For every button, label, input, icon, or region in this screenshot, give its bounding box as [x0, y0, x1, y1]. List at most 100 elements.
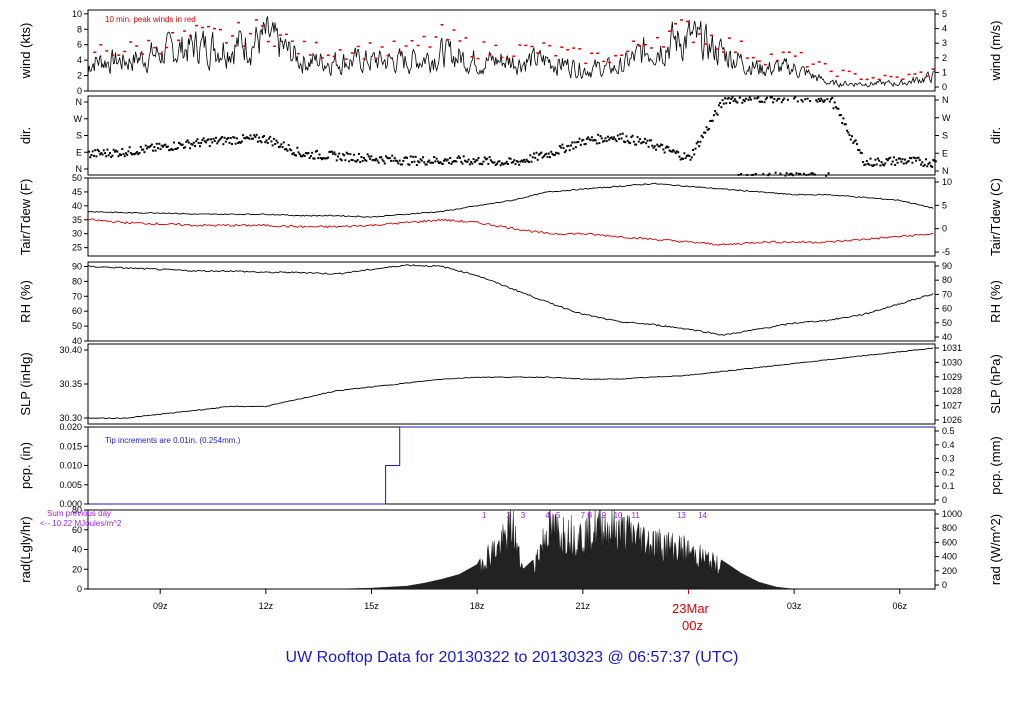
dir-point	[648, 139, 651, 142]
peak-wind-mark	[697, 33, 701, 35]
dir-point	[761, 100, 764, 103]
dir-point	[184, 146, 187, 149]
y-tick-label: 25	[72, 243, 82, 253]
dir-point	[186, 139, 189, 142]
dir-point	[667, 146, 670, 149]
dir-point	[493, 161, 496, 164]
dir-point	[703, 131, 706, 134]
dir-point	[614, 138, 617, 141]
dir-point	[99, 153, 102, 156]
dir-point	[867, 162, 870, 165]
peak-wind-mark	[883, 74, 887, 77]
peak-wind-mark	[464, 37, 468, 39]
dir-point	[175, 147, 178, 150]
dir-point	[902, 162, 905, 165]
dir-point	[286, 149, 289, 152]
dir-point	[91, 150, 94, 153]
dir-point	[96, 148, 99, 151]
dir-point	[283, 148, 286, 151]
dir-point	[924, 158, 927, 161]
time-axis: 09z 12z 15z 18z 21z 03z 06z 23Mar 00z	[153, 589, 908, 633]
dir-point	[491, 160, 494, 163]
peak-wind-mark	[452, 29, 456, 31]
dir-point	[583, 143, 586, 146]
dir-point	[121, 148, 124, 151]
dir-point	[684, 157, 687, 160]
dir-point	[503, 162, 506, 165]
dir-point	[302, 153, 305, 156]
peak-wind-mark	[913, 73, 917, 75]
dir-point	[805, 174, 808, 177]
dir-point	[92, 154, 95, 157]
hour-marker-label: 2	[507, 511, 512, 520]
dir-point	[207, 138, 210, 141]
dir-point	[433, 156, 436, 159]
dir-point	[308, 156, 311, 159]
y-tick-label-right: 1027	[942, 401, 962, 411]
dir-point	[181, 143, 184, 146]
dir-point	[318, 153, 321, 156]
peak-wind-mark	[332, 55, 336, 58]
dir-point	[300, 155, 303, 158]
peak-wind-mark	[518, 44, 522, 46]
dir-point	[910, 157, 913, 160]
peak-wind-mark	[344, 58, 348, 60]
peak-wind-mark	[458, 40, 462, 42]
dir-point	[532, 152, 535, 155]
dir-point	[317, 157, 320, 160]
dir-point	[689, 158, 692, 161]
dir-point	[514, 163, 517, 166]
dir-point	[537, 153, 540, 156]
panel-temp: 25 30 35 40 45 50 -5 0 5 10 Tair/Tdew (F) Tair/Tdew…	[18, 173, 1003, 257]
dir-point	[853, 140, 856, 143]
dir-point	[148, 146, 151, 149]
dir-point	[765, 96, 768, 99]
dir-point	[255, 133, 258, 136]
dir-point	[546, 156, 549, 159]
dir-point	[290, 149, 293, 152]
dir-point	[189, 147, 192, 150]
dir-point	[887, 157, 890, 160]
dir-point	[444, 158, 447, 161]
dir-point	[693, 153, 696, 156]
dir-point	[762, 173, 765, 176]
dir-point	[927, 162, 930, 165]
dir-point	[479, 162, 482, 165]
y-tick-label: N	[76, 97, 83, 107]
dir-point	[507, 162, 510, 165]
peak-wind-mark	[476, 57, 480, 60]
y-axis-label-right: RH (%)	[988, 280, 1003, 323]
peak-wind-mark	[482, 41, 486, 43]
dir-point	[589, 139, 592, 142]
dir-point	[605, 140, 608, 143]
y-tick-label-right: 60	[942, 304, 952, 314]
dir-point	[900, 160, 903, 163]
dir-point	[320, 158, 323, 161]
peak-wind-mark	[835, 75, 839, 78]
dir-point	[731, 96, 734, 99]
dir-point	[279, 145, 282, 148]
dir-point	[604, 137, 607, 140]
peak-wind-mark	[272, 45, 276, 48]
peak-wind-mark	[117, 54, 121, 56]
dir-point	[857, 148, 860, 151]
y-tick-label-right: W	[942, 113, 951, 123]
dir-point	[348, 160, 351, 163]
dir-point	[118, 153, 121, 156]
peak-wind-mark	[925, 75, 929, 77]
dir-point	[393, 157, 396, 160]
peak-wind-mark	[500, 56, 504, 59]
dir-point	[90, 154, 93, 157]
y-tick-label: 90	[72, 261, 82, 271]
dir-point	[354, 160, 357, 163]
y-tick-label: 35	[72, 215, 82, 225]
dir-point	[314, 150, 317, 153]
dir-point	[933, 159, 936, 162]
dir-point	[171, 148, 174, 151]
dir-point	[880, 161, 883, 164]
dir-point	[783, 97, 786, 100]
dir-point	[576, 141, 579, 144]
dir-point	[488, 156, 491, 159]
dir-point	[549, 156, 552, 159]
dir-point	[743, 100, 746, 103]
